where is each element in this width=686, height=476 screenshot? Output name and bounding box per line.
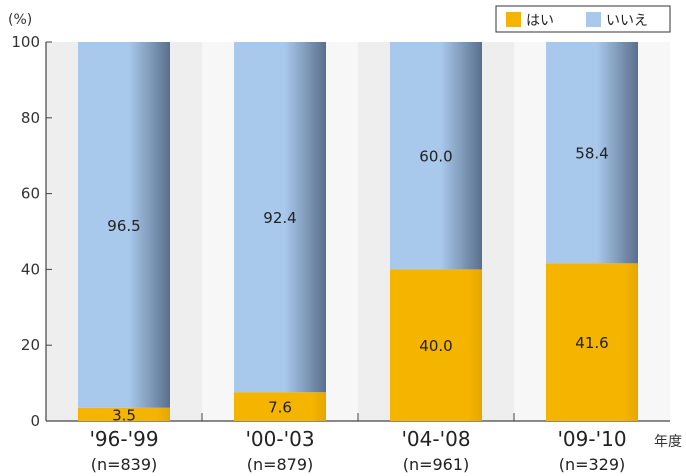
bar-segment-yes	[546, 263, 638, 421]
bar-segment-yes	[78, 407, 170, 421]
y-tick-label: 0	[30, 412, 40, 430]
bar-segment-no	[234, 42, 326, 393]
y-tick-label: 80	[21, 109, 40, 127]
bar-segment-no	[390, 42, 482, 270]
data-label: 60.0	[419, 148, 452, 166]
data-label: 58.4	[575, 145, 608, 163]
legend-swatch-yes	[506, 12, 521, 27]
legend-swatch-no	[586, 12, 601, 27]
sample-size-label: (n=879)	[247, 455, 314, 474]
legend-box	[495, 5, 671, 33]
data-label: 96.5	[107, 217, 140, 235]
legend-label-no: いいえ	[606, 13, 648, 29]
y-tick-label: 40	[21, 260, 40, 278]
bar-segment-no	[546, 42, 638, 264]
sample-size-label: (n=329)	[559, 455, 626, 474]
bar-segment-yes	[234, 392, 326, 421]
legend-label-yes: はい	[526, 13, 554, 29]
x-category-label: '00-'03	[245, 427, 314, 451]
legend: はい いいえ	[495, 5, 671, 33]
x-category-label: '96-'99	[89, 427, 158, 451]
x-category-label: '04-'08	[401, 427, 470, 451]
x-unit-label: 年度	[654, 434, 682, 450]
bar-segment-yes	[390, 269, 482, 421]
data-label: 40.0	[419, 337, 452, 355]
bar-segment-no	[78, 42, 170, 408]
sample-size-label: (n=961)	[403, 455, 470, 474]
y-tick-label: 100	[11, 33, 40, 51]
y-tick-label: 20	[21, 336, 40, 354]
data-label: 7.6	[268, 399, 292, 417]
sample-size-label: (n=839)	[91, 455, 158, 474]
x-category-label: '09-'10	[557, 427, 626, 451]
data-label: 92.4	[263, 209, 296, 227]
data-label: 3.5	[112, 406, 136, 424]
y-tick-label: 60	[21, 185, 40, 203]
y-unit-label: (%)	[8, 12, 32, 28]
data-label: 41.6	[575, 334, 608, 352]
